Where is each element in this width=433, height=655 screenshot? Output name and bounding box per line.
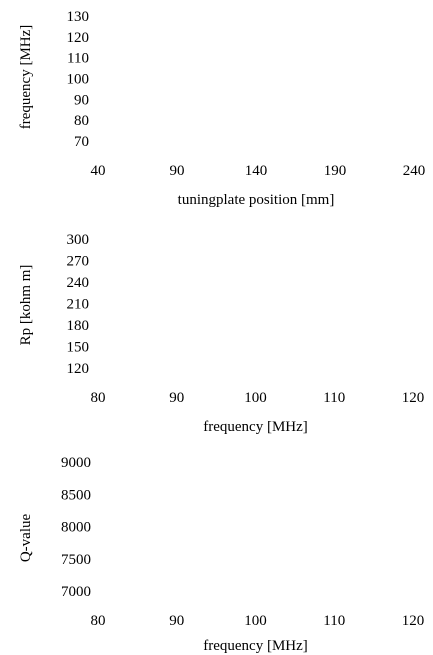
y-tick-label: 7500 [61, 552, 91, 568]
y-tick-label: 8500 [61, 487, 91, 503]
y-tick-label: 8000 [61, 520, 91, 536]
y-axis-label: Rp [kohm m] [18, 265, 34, 346]
y-tick-label: 120 [67, 361, 90, 377]
y-tick-label: 7000 [61, 584, 91, 600]
x-tick-label: 120 [402, 613, 425, 629]
x-tick-label: 100 [244, 613, 267, 629]
x-tick-label: 90 [170, 163, 185, 179]
x-tick-label: 80 [91, 613, 106, 629]
x-tick-label: 120 [402, 390, 425, 406]
y-tick-label: 70 [74, 134, 89, 150]
x-tick-label: 100 [244, 390, 267, 406]
panel-rp-vs-frequency: 120 150 180 210 240 270 300 80 90 100 110 120 freque… [18, 232, 424, 435]
y-tick-label: 100 [67, 72, 90, 88]
y-tick-label: 210 [67, 297, 90, 313]
y-tick-label: 90 [74, 92, 89, 108]
x-tick-label: 110 [323, 613, 345, 629]
y-tick-label: 80 [74, 113, 89, 129]
x-axis-label: tuningplate position [mm] [178, 192, 335, 208]
y-tick-label: 300 [67, 232, 90, 248]
x-axis-label: frequency [MHz] [203, 638, 308, 654]
x-tick-label: 90 [169, 613, 184, 629]
x-tick-label: 80 [91, 390, 106, 406]
y-tick-label: 130 [67, 9, 90, 25]
x-tick-label: 140 [245, 163, 268, 179]
y-axis-label: Q-value [18, 514, 34, 563]
x-tick-label: 240 [403, 163, 426, 179]
x-tick-label: 190 [324, 163, 347, 179]
y-axis-label: frequency [MHz] [18, 25, 34, 130]
x-axis-label: frequency [MHz] [203, 419, 308, 435]
x-tick-label: 90 [169, 390, 184, 406]
panel-q-value-vs-frequency: 7000 7500 8000 8500 9000 80 90 100 110 120 frequen… [18, 455, 424, 654]
y-tick-label: 120 [67, 30, 90, 46]
y-tick-label: 110 [67, 51, 89, 67]
y-tick-label: 240 [67, 275, 90, 291]
x-tick-label: 110 [323, 390, 345, 406]
panel-frequency-vs-position: 70 80 90 100 110 120 130 40 90 140 190 240 tuningpla… [18, 9, 425, 208]
x-tick-label: 40 [91, 163, 106, 179]
y-tick-label: 9000 [61, 455, 91, 471]
y-tick-label: 270 [67, 254, 90, 270]
y-tick-label: 150 [67, 340, 90, 356]
y-tick-label: 180 [67, 318, 90, 334]
